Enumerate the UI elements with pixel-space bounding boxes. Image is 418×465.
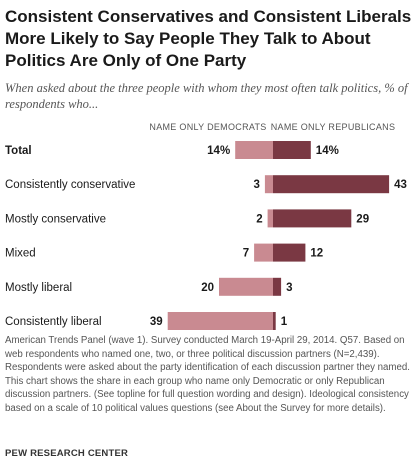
category-label: Consistently conservative: [5, 179, 135, 191]
bar-republicans: [273, 243, 306, 262]
chart-title: Consistent Conservatives and Consistent …: [5, 7, 412, 70]
value-label-republicans: 12: [310, 248, 323, 260]
bar-democrats: [219, 277, 273, 296]
category-label: Mostly liberal: [5, 282, 72, 294]
category-label: Total: [5, 145, 32, 157]
chart-plot: NAME ONLY DEMOCRATS NAME ONLY REPUBLICANS…: [5, 122, 407, 330]
category-label: Consistently liberal: [5, 316, 102, 328]
category-label: Mostly conservative: [5, 213, 106, 225]
value-label-republicans: 3: [286, 282, 292, 294]
value-label-republicans: 1: [281, 316, 288, 328]
value-label-republicans: 43: [394, 179, 407, 191]
bar-republicans: [273, 175, 390, 194]
value-label-democrats: 7: [243, 248, 249, 260]
series-header-democrats: NAME ONLY DEMOCRATS: [149, 122, 266, 132]
category-label: Mixed: [5, 248, 36, 260]
chart-subtitle: When asked about the three people with w…: [5, 81, 408, 111]
bar-republicans: [273, 277, 282, 296]
value-label-republicans: 14%: [316, 145, 339, 157]
series-header-republicans: NAME ONLY REPUBLICANS: [271, 122, 396, 132]
value-label-democrats: 2: [256, 213, 262, 225]
value-label-democrats: 14%: [207, 145, 230, 157]
bar-democrats: [267, 209, 273, 228]
chart-note: American Trends Panel (wave 1). Survey c…: [5, 335, 410, 414]
bar-democrats: [264, 175, 273, 194]
value-label-democrats: 39: [150, 316, 163, 328]
bar-democrats: [235, 141, 273, 159]
bar-democrats: [254, 243, 273, 262]
bar-republicans: [273, 312, 276, 330]
value-label-republicans: 29: [356, 213, 369, 225]
value-label-democrats: 20: [201, 282, 214, 294]
source-credit: PEW RESEARCH CENTER: [5, 448, 129, 459]
bar-republicans: [273, 141, 311, 159]
value-label-democrats: 3: [253, 179, 259, 191]
bar-republicans: [273, 209, 352, 228]
bar-democrats: [167, 312, 273, 330]
